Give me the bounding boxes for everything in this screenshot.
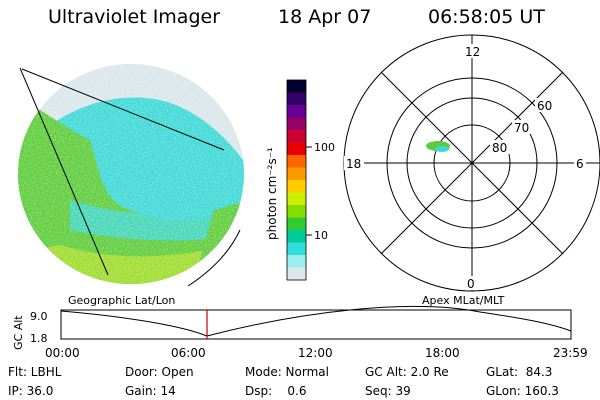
lat-label-70: 70 — [514, 121, 529, 135]
color-bar-cell — [287, 180, 306, 193]
gain-info: Gain: 14 — [125, 384, 176, 398]
color-bar-cell — [287, 80, 306, 93]
color-bar-unit-label: photon cm⁻²s⁻¹ — [265, 147, 279, 240]
color-bar-cell — [287, 117, 306, 131]
timeline-x-tick: 23:59 — [553, 346, 588, 360]
timeline-x-tick: 12:00 — [298, 346, 333, 360]
time-label: 06:58:05 UT — [428, 6, 545, 28]
door-info: Door: Open — [125, 365, 194, 379]
color-bar-cell — [287, 155, 306, 168]
color-bar: 100 10 photon cm⁻²s⁻¹ — [265, 79, 335, 281]
ip-info: IP: 36.0 — [8, 384, 54, 398]
polar-diagonal — [380, 71, 564, 255]
mlt-label-18: 18 — [346, 157, 361, 171]
limb-arc — [187, 229, 241, 287]
color-bar-cells — [287, 80, 306, 281]
mlt-label-0: 0 — [467, 277, 475, 291]
instrument-title: Ultraviolet Imager — [48, 6, 221, 28]
aurora-blob — [435, 146, 449, 152]
mlt-label-6: 6 — [576, 157, 584, 171]
timeline-y-tick: 9.0 — [30, 310, 48, 323]
timeline-x-tick: 18:00 — [425, 346, 460, 360]
color-bar-cell — [287, 217, 306, 231]
glon-info: GLon: 160.3 — [486, 384, 559, 398]
uv-image-panel — [18, 64, 244, 287]
lat-lon-line — [19, 67, 109, 276]
mlt-label-12: 12 — [465, 45, 480, 59]
lat-label-60: 60 — [537, 99, 552, 113]
dsp-info: Dsp: 0.6 — [245, 384, 307, 398]
color-bar-cell — [287, 192, 306, 206]
color-bar-cell — [287, 242, 306, 256]
lat-lon-line — [21, 68, 225, 151]
timeline-plot: Geographic Lat/Lon Apex MLat/MLT GC Alt … — [12, 294, 588, 360]
color-bar-cell — [287, 105, 306, 118]
lat-label-80: 80 — [492, 141, 507, 155]
speckle-texture — [18, 64, 244, 284]
color-bar-cell — [287, 205, 306, 218]
timeline-y-tick: 1.8 — [30, 332, 48, 345]
filter-info: Flt: LBHL — [8, 365, 62, 379]
color-bar-cell — [287, 142, 306, 156]
timeline-x-tick: 00:00 — [45, 346, 80, 360]
polar-plot — [343, 34, 600, 292]
timeline-left-label: Geographic Lat/Lon — [68, 294, 175, 307]
timeline-right-label: Apex MLat/MLT — [422, 294, 505, 307]
timeline-x-tick: 06:00 — [171, 346, 206, 360]
altitude-curve — [60, 305, 572, 337]
color-bar-cell — [287, 230, 306, 243]
seq-info: Seq: 39 — [365, 384, 411, 398]
mode-info: Mode: Normal — [245, 365, 329, 379]
color-bar-tick-100: 100 — [314, 141, 335, 154]
timeline-y-axis-label: GC Alt — [12, 315, 25, 350]
gc-alt-info: GC Alt: 2.0 Re — [365, 365, 449, 379]
color-bar-cell — [287, 255, 306, 268]
color-bar-tick-10: 10 — [314, 229, 328, 242]
color-bar-cell — [287, 267, 306, 281]
date-label: 18 Apr 07 — [278, 6, 372, 28]
glat-info: GLat: 84.3 — [486, 365, 553, 379]
timeline-frame — [60, 309, 572, 340]
color-bar-cell — [287, 92, 306, 106]
color-bar-cell — [287, 167, 306, 181]
color-bar-cell — [287, 130, 306, 143]
